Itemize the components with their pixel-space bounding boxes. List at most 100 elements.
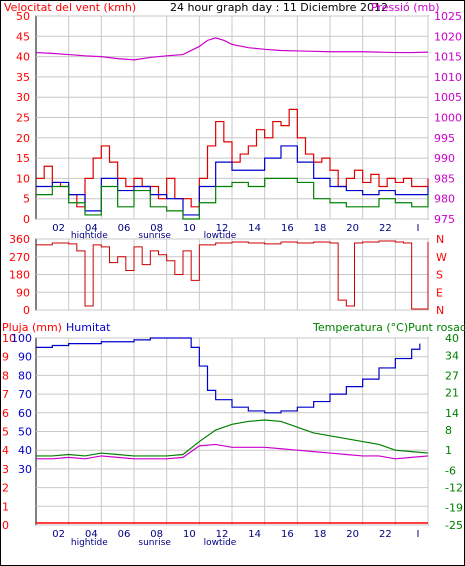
direction-axis: 0 90 180 270 360	[9, 233, 30, 317]
temperature-tick-label: -6	[445, 464, 456, 477]
x-tick-label: 12	[216, 529, 229, 540]
wind-tick-label: 20	[16, 132, 30, 145]
humidity-tick-label: 60	[18, 407, 32, 420]
temperature-tick-label: -19	[445, 502, 463, 515]
tide-sun-marker: hightide	[71, 538, 108, 548]
direction-tick-label: 270	[9, 251, 30, 264]
rain-axis-title: Pluja (mm)	[2, 321, 62, 334]
x-tick-label: 10	[183, 529, 196, 540]
x-tick-label: 02	[52, 223, 65, 234]
humidity-series-line	[36, 337, 421, 414]
pressure-axis: 975 980 985 990 995 1000 1005 1010 1015 1020 1025	[434, 10, 462, 226]
pressure-tick-label: 1000	[434, 112, 462, 125]
rain-tick-label: 1	[2, 500, 9, 513]
pressure-series-line	[35, 37, 429, 61]
direction-tick-label: 360	[9, 233, 30, 246]
tide-sun-marker: lowtide	[204, 231, 237, 241]
pressure-tick-label: 995	[434, 132, 455, 145]
rain-tick-label: 0	[2, 519, 9, 532]
wind-tick-label: 30	[16, 91, 30, 104]
pressure-tick-label: 1015	[434, 51, 462, 64]
wind-panel-series	[35, 37, 429, 220]
x-tick-label: 02	[52, 529, 65, 540]
wind-direction-series-line	[36, 240, 429, 310]
humidity-tick-label: 40	[18, 444, 32, 457]
wind-tick-label: 50	[16, 10, 30, 23]
pressure-tick-label: 980	[434, 193, 455, 206]
x-tick-label: 14	[248, 529, 261, 540]
x-tick-label: 08	[150, 223, 163, 234]
rain-tick-label: 5	[2, 426, 9, 439]
temperature-tick-label: -25	[445, 519, 463, 532]
temperature-tick-label: 8	[445, 424, 452, 437]
temperature-axis-title: Temperatura (°C)Punt rosada	[312, 321, 465, 334]
x-tick-label: 12	[216, 223, 229, 234]
compass-label: S	[436, 269, 443, 282]
humidity-tick-label: 70	[18, 388, 32, 401]
temperature-tick-label: 21	[445, 387, 459, 400]
humidity-tick-label: 80	[18, 369, 32, 382]
temperature-tick-label: 27	[445, 369, 459, 382]
wind-tick-label: 15	[16, 152, 30, 165]
x-tick-label: 18	[314, 529, 327, 540]
rain-tick-label: 4	[2, 444, 9, 457]
compass-label: E	[436, 286, 443, 299]
humidity-tick-label: 50	[18, 426, 32, 439]
humidity-panel-grid	[36, 337, 429, 526]
tide-sun-marker: sunrise	[138, 231, 171, 241]
dewpoint-series-line	[36, 443, 429, 460]
rain-tick-label: 7	[2, 388, 9, 401]
x-tick-label: I	[417, 529, 420, 540]
x-tick-label: 22	[379, 223, 392, 234]
temperature-series-line	[36, 419, 429, 457]
x-tick-label: 20	[346, 529, 359, 540]
x-tick-label: 08	[150, 529, 163, 540]
x-tick-label: I	[417, 223, 420, 234]
humidity-tick-label: 100	[11, 332, 32, 345]
x-tick-label: 04	[85, 529, 98, 540]
rain-tick-label: 2	[2, 482, 9, 495]
pressure-tick-label: 1010	[434, 71, 462, 84]
pressure-tick-label: 975	[434, 213, 455, 226]
x-tick-label: 10	[183, 223, 196, 234]
compass-label: W	[436, 251, 447, 264]
pressure-tick-label: 1020	[434, 30, 462, 43]
rain-tick-label: 9	[2, 351, 9, 364]
direction-panel-grid	[36, 238, 429, 311]
wind-tick-label: 0	[23, 213, 30, 226]
wind-tick-label: 40	[16, 51, 30, 64]
wind-gust-series-line	[36, 108, 429, 208]
wind-tick-label: 5	[23, 193, 30, 206]
x-tick-label: 06	[118, 529, 131, 540]
compass-label: N	[436, 233, 444, 246]
wind-tick-label: 10	[16, 172, 30, 185]
rain-tick-label: 3	[2, 463, 9, 476]
tide-sun-marker: sunrise	[138, 538, 171, 548]
humidity-tick-label: 90	[18, 351, 32, 364]
humidity-axis-title: Humitat	[66, 321, 111, 334]
wind-min-series-line	[36, 177, 429, 220]
x-tick-label: 04	[85, 223, 98, 234]
temperature-axis: -25 -19 -12 -6 1 8 14 21 27 34 40	[445, 332, 463, 532]
x-tick-label: 18	[314, 223, 327, 234]
wind-tick-label: 25	[16, 112, 30, 125]
compass-label: N	[436, 304, 444, 317]
wind-tick-label: 35	[16, 71, 30, 84]
pressure-tick-label: 990	[434, 152, 455, 165]
x-tick-label: 06	[118, 223, 131, 234]
rain-tick-label: 8	[2, 369, 9, 382]
temperature-tick-label: 1	[445, 444, 452, 457]
rain-tick-label: 6	[2, 407, 9, 420]
humidity-tick-label: 30	[18, 463, 32, 476]
pressure-axis-title: Pressió (mb)	[371, 1, 440, 14]
chart-title: 24 hour graph day : 11 Diciembre 2012	[170, 1, 388, 14]
temperature-tick-label: 34	[445, 349, 459, 362]
direction-tick-label: 0	[23, 304, 30, 317]
